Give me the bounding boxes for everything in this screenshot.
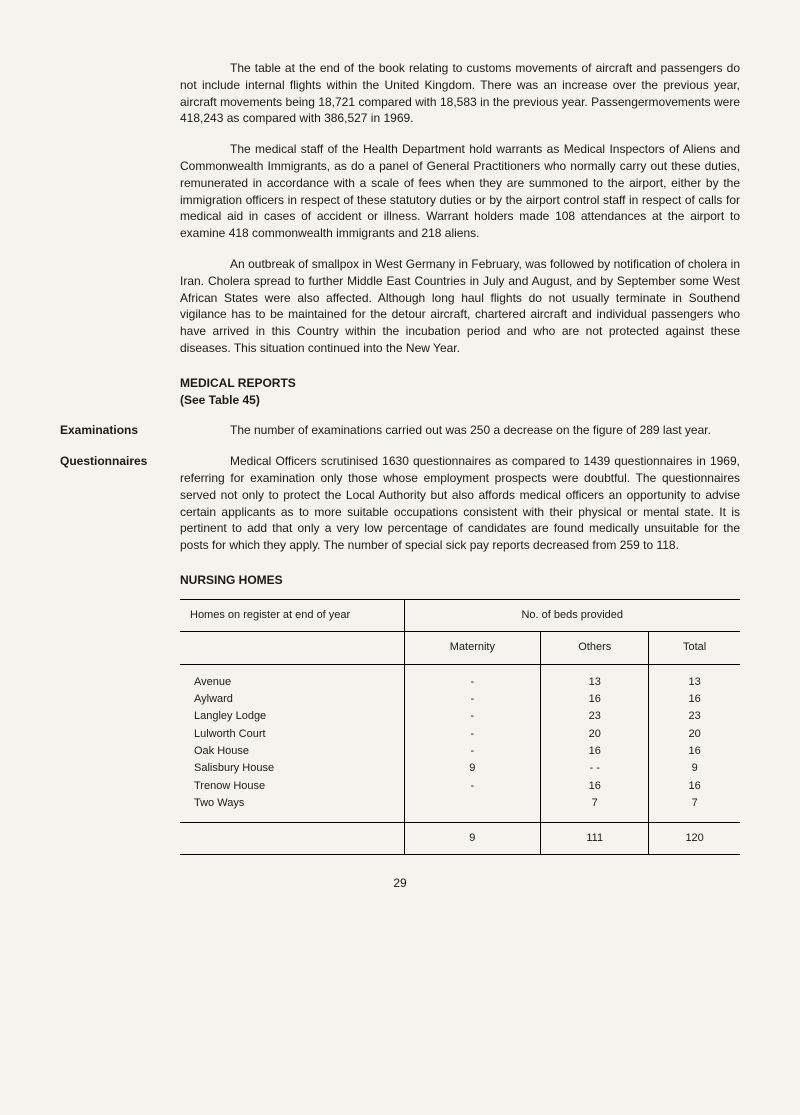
table-row: Langley Lodge-2323 [180, 708, 740, 725]
table-row: Aylward-1616 [180, 691, 740, 708]
table-header-row: Homes on register at end of year No. of … [180, 600, 740, 632]
table-body: Avenue-1313Aylward-1616Langley Lodge-232… [180, 664, 740, 855]
others-cell: 16 [541, 743, 649, 760]
home-name-cell: Trenow House [180, 778, 404, 795]
total-cell: 23 [649, 708, 740, 725]
examinations-label: Examinations [60, 422, 180, 439]
home-name-cell: Langley Lodge [180, 708, 404, 725]
total-maternity: 9 [404, 822, 541, 854]
total-cell: 16 [649, 691, 740, 708]
maternity-cell: 9 [404, 760, 541, 777]
page-content: The table at the end of the book relatin… [60, 60, 740, 892]
maternity-cell: - [404, 778, 541, 795]
questionnaires-label: Questionnaires [60, 453, 180, 554]
col-others: Others [541, 632, 649, 664]
maternity-cell: - [404, 708, 541, 725]
table-row: Two Ways 77 [180, 795, 740, 822]
nursing-homes-table-container: Homes on register at end of year No. of … [180, 599, 740, 855]
total-cell: 9 [649, 760, 740, 777]
total-spacer [180, 822, 404, 854]
home-name-cell: Aylward [180, 691, 404, 708]
table-row: Avenue-1313 [180, 664, 740, 691]
medical-reports-sub: (See Table 45) [180, 392, 740, 409]
others-cell: 20 [541, 726, 649, 743]
paragraph-1: The table at the end of the book relatin… [180, 60, 740, 127]
subheader-spacer [180, 632, 404, 664]
questionnaires-text: Medical Officers scrutinised 1630 questi… [180, 453, 740, 554]
col-total: Total [649, 632, 740, 664]
maternity-cell: - [404, 743, 541, 760]
others-cell: 7 [541, 795, 649, 822]
maternity-cell: - [404, 726, 541, 743]
home-name-cell: Avenue [180, 664, 404, 691]
medical-reports-heading: MEDICAL REPORTS [180, 375, 740, 392]
home-name-cell: Lulworth Court [180, 726, 404, 743]
header-homes: Homes on register at end of year [180, 600, 404, 632]
total-cell: 13 [649, 664, 740, 691]
total-cell: 16 [649, 743, 740, 760]
table-row: Oak House-1616 [180, 743, 740, 760]
home-name-cell: Two Ways [180, 795, 404, 822]
questionnaires-row: Questionnaires Medical Officers scrutini… [60, 453, 740, 554]
nursing-homes-heading: NURSING HOMES [180, 572, 740, 589]
others-cell: 13 [541, 664, 649, 691]
table-row: Salisbury House9- -9 [180, 760, 740, 777]
others-cell: - - [541, 760, 649, 777]
table-row: Trenow House-1616 [180, 778, 740, 795]
total-others: 111 [541, 822, 649, 854]
maternity-cell: - [404, 691, 541, 708]
paragraph-3: An outbreak of smallpox in West Germany … [180, 256, 740, 357]
paragraph-2: The medical staff of the Health Departme… [180, 141, 740, 242]
total-cell: 20 [649, 726, 740, 743]
others-cell: 23 [541, 708, 649, 725]
table-total-row: 9111120 [180, 822, 740, 854]
others-cell: 16 [541, 691, 649, 708]
page-number: 29 [60, 875, 740, 892]
total-total: 120 [649, 822, 740, 854]
table-subheader-row: Maternity Others Total [180, 632, 740, 664]
home-name-cell: Salisbury House [180, 760, 404, 777]
nursing-homes-table: Homes on register at end of year No. of … [180, 600, 740, 855]
maternity-cell: - [404, 664, 541, 691]
maternity-cell [404, 795, 541, 822]
header-beds: No. of beds provided [404, 600, 740, 632]
total-cell: 7 [649, 795, 740, 822]
examinations-text: The number of examinations carried out w… [180, 422, 740, 439]
examinations-row: Examinations The number of examinations … [60, 422, 740, 439]
total-cell: 16 [649, 778, 740, 795]
table-row: Lulworth Court-2020 [180, 726, 740, 743]
home-name-cell: Oak House [180, 743, 404, 760]
others-cell: 16 [541, 778, 649, 795]
col-maternity: Maternity [404, 632, 541, 664]
